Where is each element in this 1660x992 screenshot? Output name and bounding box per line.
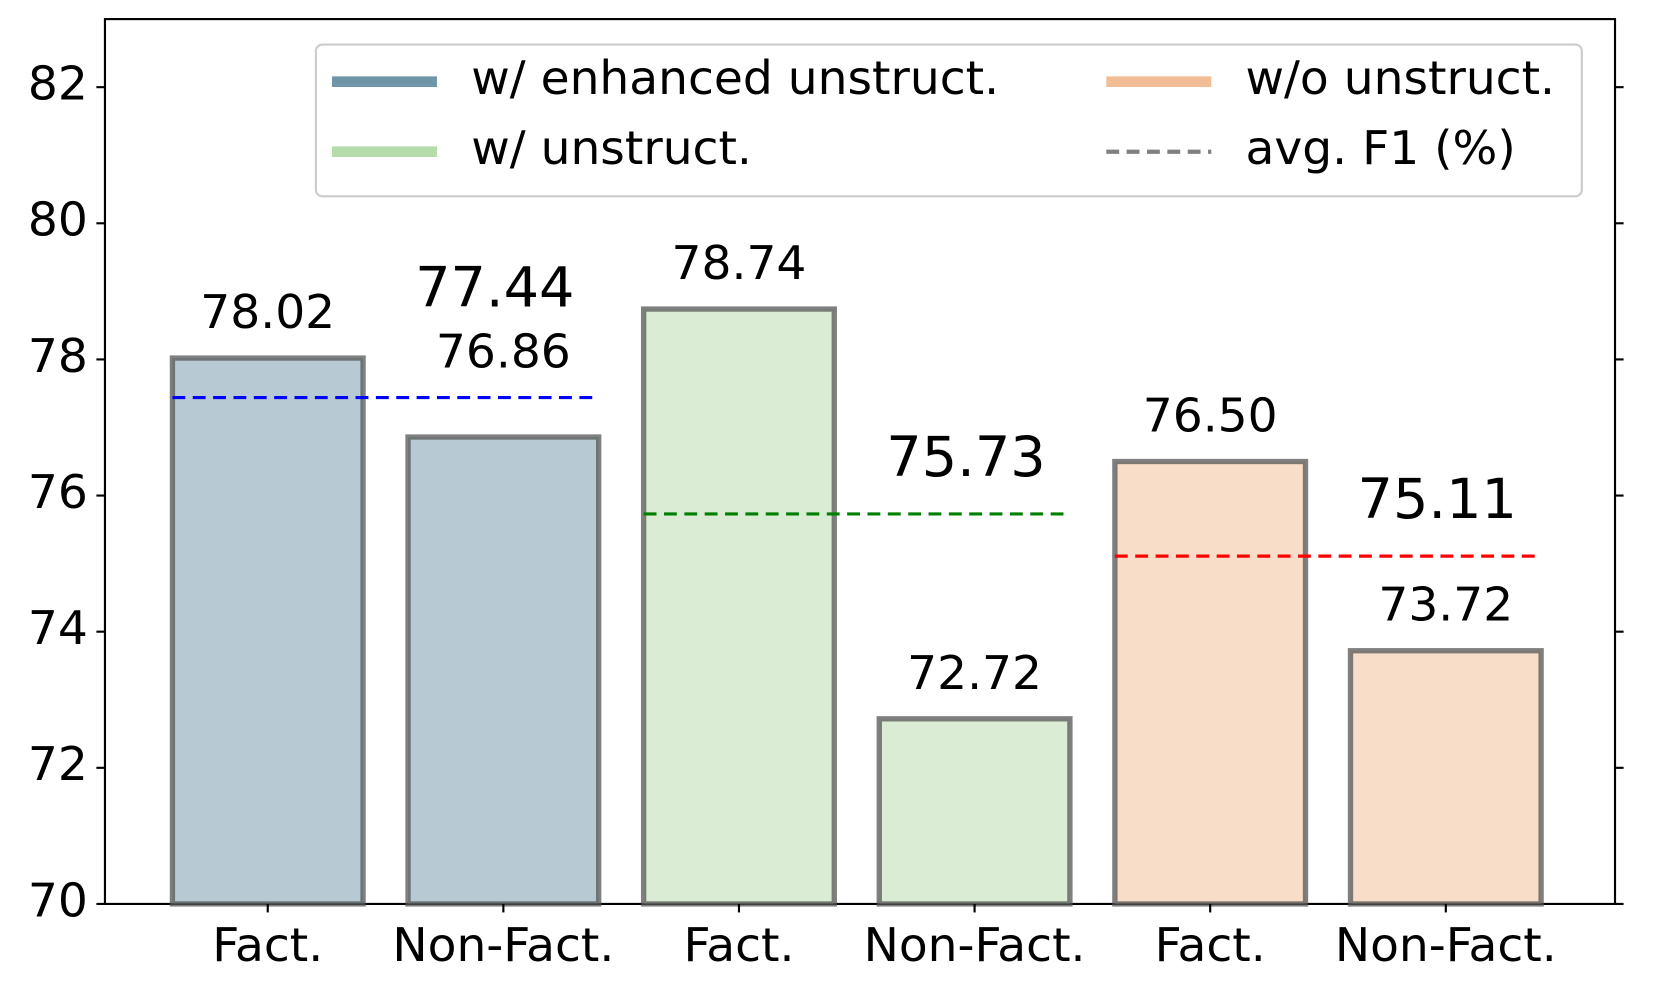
y-tick-label: 82 xyxy=(28,57,88,112)
bar xyxy=(1347,648,1544,907)
y-tick-label: 80 xyxy=(28,193,88,248)
bar xyxy=(405,434,602,907)
bar xyxy=(169,355,366,907)
avg-label: 75.11 xyxy=(1358,468,1517,532)
legend-label: w/o unstruct. xyxy=(1246,51,1556,106)
data-label: 76.50 xyxy=(1143,389,1278,444)
y-tick-label: 72 xyxy=(28,737,88,792)
x-tick-label: Non-Fact. xyxy=(1335,918,1557,973)
y-tick-label: 70 xyxy=(28,874,88,929)
legend-box xyxy=(314,43,1583,198)
data-label: 78.02 xyxy=(200,285,335,340)
plot-frame xyxy=(103,18,1617,906)
x-tick-label: Fact. xyxy=(212,918,323,973)
y-tick-label: 74 xyxy=(28,601,88,656)
y-tick-label: 76 xyxy=(28,465,88,520)
legend-label: w/ enhanced unstruct. xyxy=(471,51,999,106)
x-tick-label: Fact. xyxy=(683,918,794,973)
x-tick-label: Non-Fact. xyxy=(392,918,614,973)
legend-label: avg. F1 (%) xyxy=(1246,121,1516,176)
data-label: 78.74 xyxy=(672,236,807,291)
x-tick-label: Non-Fact. xyxy=(864,918,1086,973)
data-label: 72.72 xyxy=(907,646,1042,701)
avg-label: 75.73 xyxy=(886,426,1045,490)
legend-label: w/ unstruct. xyxy=(471,121,752,176)
data-label: 76.86 xyxy=(436,325,571,380)
y-tick-label: 78 xyxy=(28,329,88,384)
data-label: 73.72 xyxy=(1378,578,1513,633)
bar xyxy=(1112,458,1309,907)
x-tick-label: Fact. xyxy=(1155,918,1266,973)
bar xyxy=(640,306,837,907)
avg-label: 77.44 xyxy=(415,257,574,321)
bar xyxy=(876,716,1073,907)
